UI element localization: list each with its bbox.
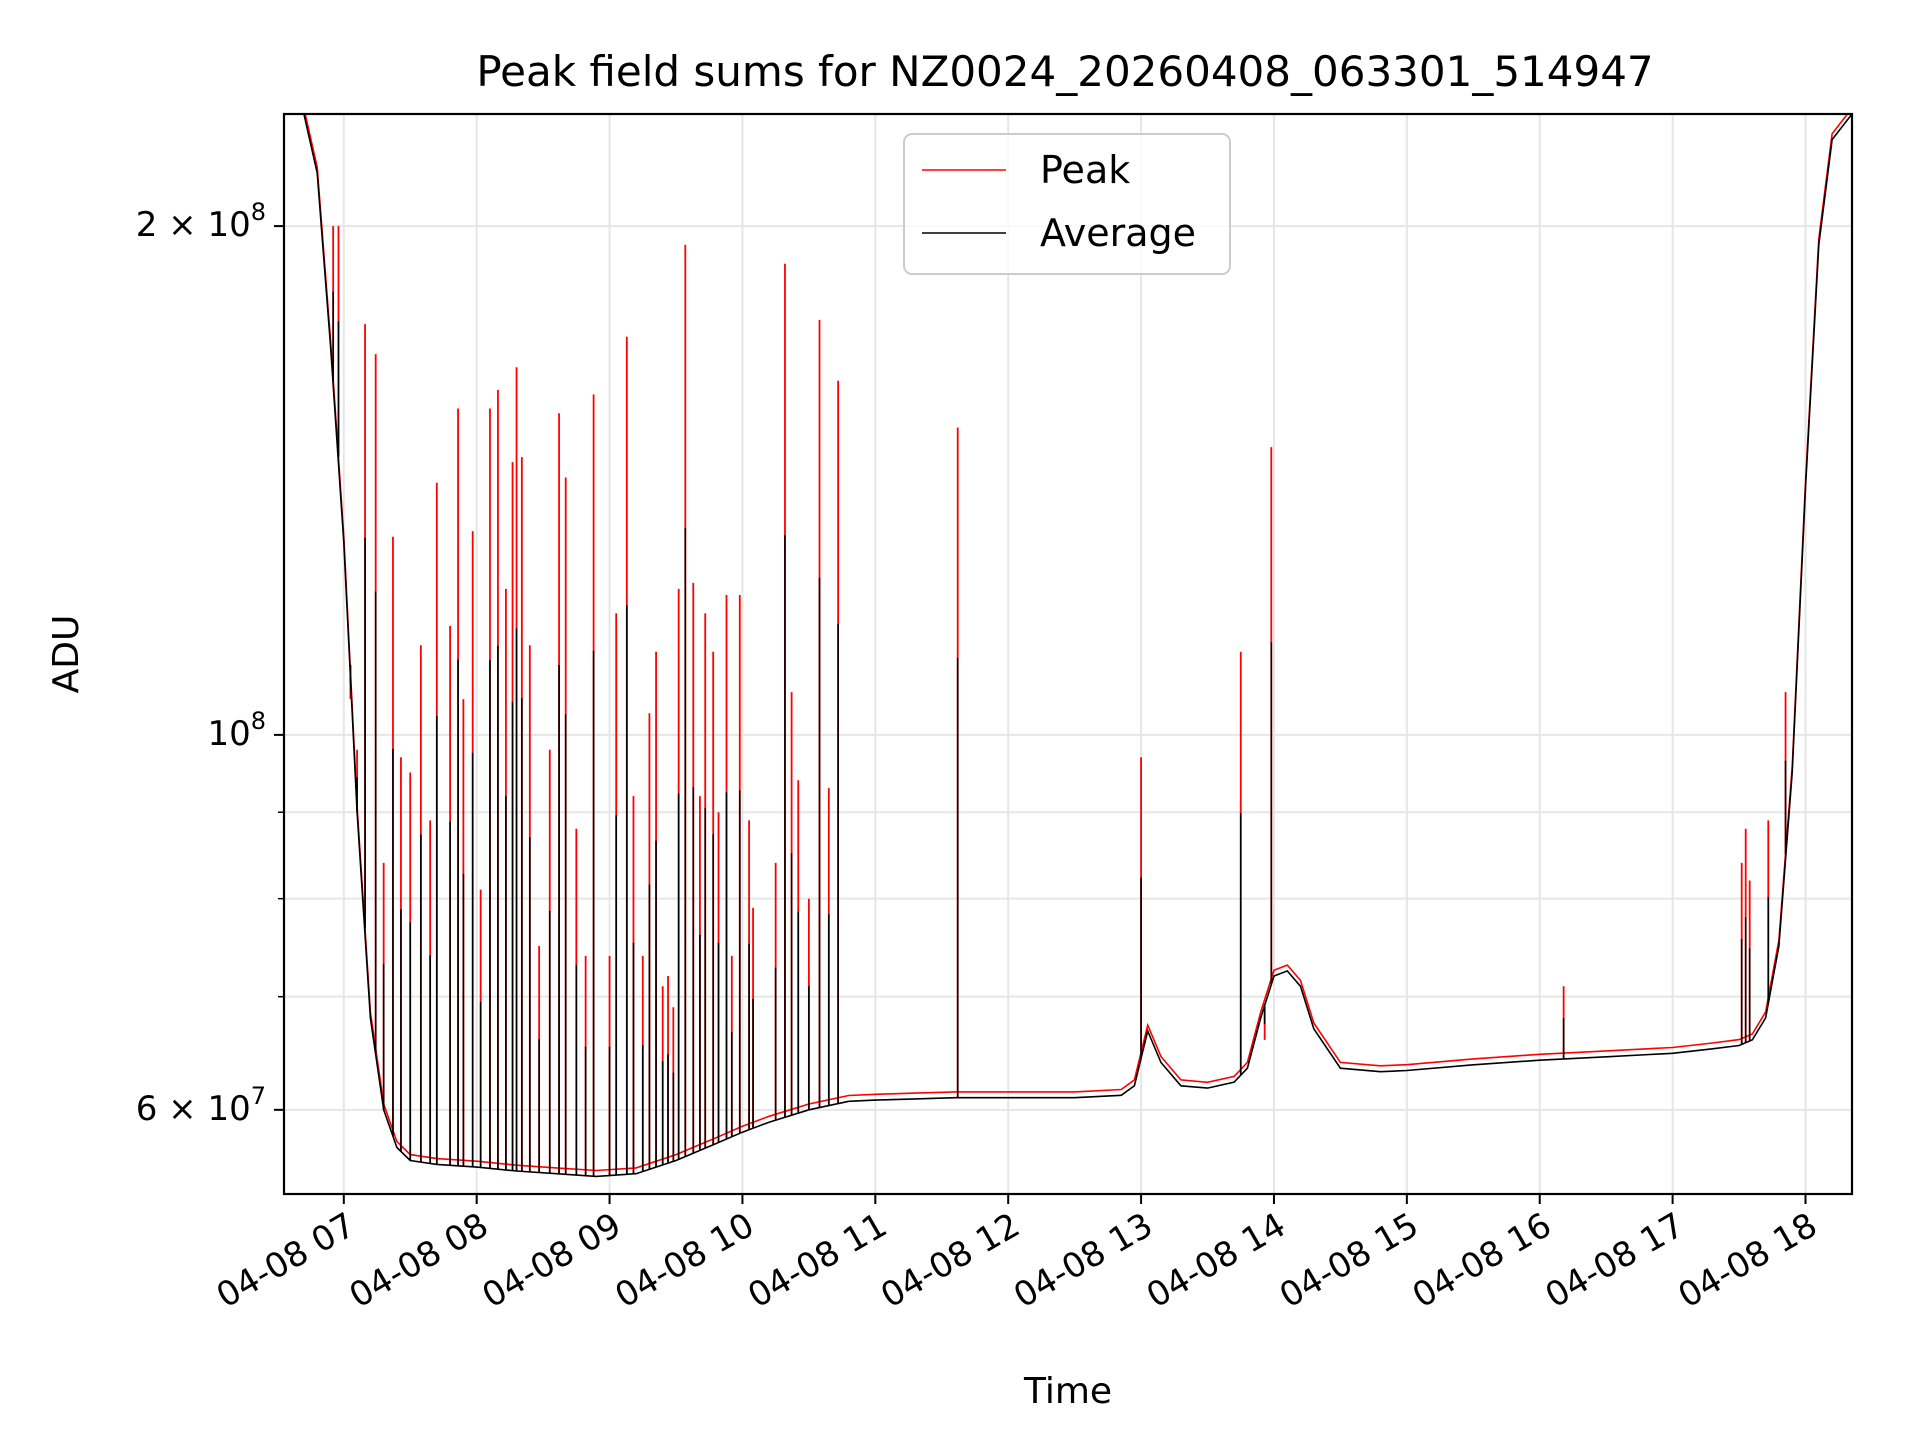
- plot-frame: [282, 112, 1854, 1196]
- y-tick-exponent: 7: [251, 1082, 266, 1110]
- y-tick-mantissa: 6: [136, 1089, 158, 1129]
- y-tick-label: 108: [207, 707, 266, 754]
- x-axis-label: Time: [1023, 1371, 1112, 1412]
- series-line-peak-baseline: [304, 114, 1849, 1172]
- y-axis-label: ADU: [46, 615, 87, 694]
- y-tick-exponent: 8: [251, 707, 266, 735]
- x-gridlines: [342, 114, 1807, 1194]
- plot-series: [284, 114, 1852, 1178]
- legend-label-peak: Peak: [1040, 148, 1130, 192]
- chart-title: Peak field sums for NZ0024_20260408_0633…: [476, 47, 1653, 96]
- legend-label-average: Average: [1040, 211, 1196, 255]
- legend: Peak Average: [903, 133, 1231, 275]
- y-tick-label: 2 × 108: [136, 198, 266, 245]
- y-tick-mantissa: 2: [136, 205, 158, 245]
- legend-box: [903, 133, 1231, 275]
- series-line-average: [284, 114, 1852, 1178]
- y-tick-exponent: 8: [251, 198, 266, 226]
- y-tick-label: 6 × 107: [136, 1082, 266, 1129]
- y-axis-ticks: 6 × 107 108 2 × 108: [136, 198, 284, 1129]
